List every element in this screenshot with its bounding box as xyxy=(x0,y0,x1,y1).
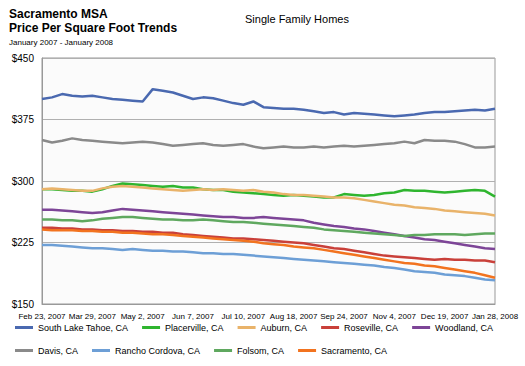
svg-text:$225: $225 xyxy=(12,237,35,248)
svg-text:May 2, 2007: May 2, 2007 xyxy=(121,312,166,321)
svg-text:Roseville, CA: Roseville, CA xyxy=(344,323,398,333)
svg-text:Auburn, CA: Auburn, CA xyxy=(261,323,308,333)
svg-text:Dec 19, 2007: Dec 19, 2007 xyxy=(421,312,469,321)
svg-text:Placerville, CA: Placerville, CA xyxy=(165,323,224,333)
svg-text:Nov 4, 2007: Nov 4, 2007 xyxy=(373,312,417,321)
svg-text:Rancho Cordova, CA: Rancho Cordova, CA xyxy=(115,346,200,356)
svg-text:Feb 23, 2007: Feb 23, 2007 xyxy=(18,312,66,321)
svg-text:$150: $150 xyxy=(12,299,35,310)
svg-text:South Lake Tahoe, CA: South Lake Tahoe, CA xyxy=(38,323,128,333)
svg-text:Jul 10, 2007: Jul 10, 2007 xyxy=(222,312,266,321)
svg-text:Sacramento MSA: Sacramento MSA xyxy=(9,7,108,21)
svg-text:$300: $300 xyxy=(12,176,35,187)
svg-text:Sep 24, 2007: Sep 24, 2007 xyxy=(320,312,368,321)
svg-text:Mar 29, 2007: Mar 29, 2007 xyxy=(69,312,117,321)
svg-text:January 2007 - January 2008: January 2007 - January 2008 xyxy=(9,38,114,47)
svg-text:Price Per Square Foot Trends: Price Per Square Foot Trends xyxy=(9,21,177,35)
svg-text:Davis, CA: Davis, CA xyxy=(38,346,78,356)
svg-text:Aug 18, 2007: Aug 18, 2007 xyxy=(270,312,318,321)
svg-text:Sacramento, CA: Sacramento, CA xyxy=(321,346,387,356)
svg-text:$375: $375 xyxy=(12,114,35,125)
svg-text:$450: $450 xyxy=(12,53,35,64)
svg-text:Jan 28, 2008: Jan 28, 2008 xyxy=(472,312,519,321)
svg-text:Single Family Homes: Single Family Homes xyxy=(245,13,349,25)
svg-text:Folsom, CA: Folsom, CA xyxy=(237,346,284,356)
svg-text:Woodland, CA: Woodland, CA xyxy=(435,323,493,333)
svg-text:Jun 7, 2007: Jun 7, 2007 xyxy=(172,312,214,321)
